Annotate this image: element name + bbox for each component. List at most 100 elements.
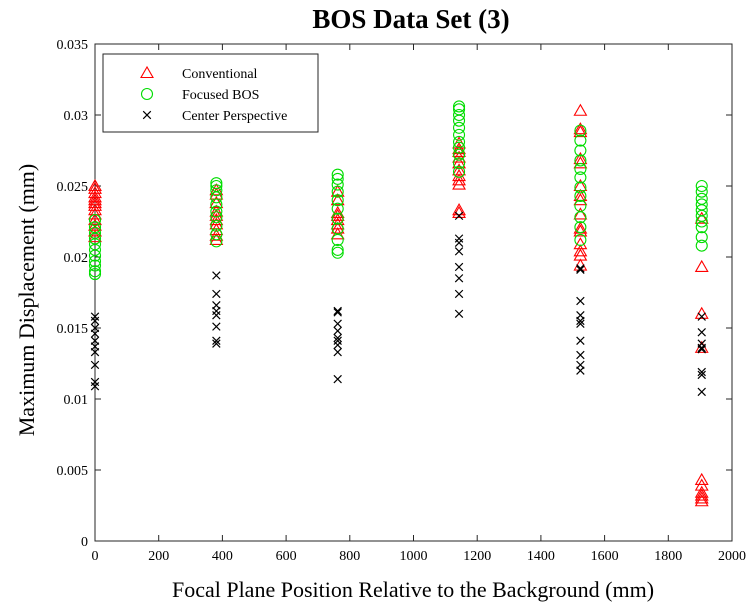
data-point-circle — [331, 172, 344, 185]
data-point-circle — [331, 178, 344, 191]
x-tick-label: 1400 — [527, 549, 555, 564]
data-point-circle — [452, 165, 466, 178]
data-point-triangle — [330, 221, 345, 234]
data-point-triangle — [209, 183, 224, 196]
data-point-circle — [331, 212, 344, 225]
data-point-circle — [574, 162, 587, 176]
data-point-x — [212, 322, 221, 331]
data-point-triangle — [573, 156, 588, 169]
x-tick-label: 600 — [276, 549, 297, 564]
data-point-triangle — [452, 203, 466, 216]
x-axis-label: Focal Plane Position Relative to the Bac… — [172, 577, 654, 602]
x-tick-label: 2000 — [718, 549, 746, 564]
data-point-triangle — [330, 184, 345, 197]
data-point-x — [697, 370, 706, 380]
data-point-x — [697, 367, 706, 377]
data-point-circle — [210, 191, 223, 204]
data-point-x — [454, 289, 464, 299]
data-point-triangle — [88, 190, 102, 203]
data-point-triangle — [573, 207, 588, 220]
data-point-x — [90, 381, 100, 391]
data-point-x — [212, 310, 221, 320]
data-point-triangle — [694, 491, 709, 504]
legend-label: Conventional — [182, 67, 258, 82]
data-point-triangle — [573, 122, 588, 135]
data-point-x — [576, 296, 585, 306]
x-tick-label: 400 — [212, 549, 233, 564]
data-point-circle — [452, 157, 466, 170]
data-point-circle — [210, 228, 223, 241]
data-point-triangle — [694, 211, 709, 224]
data-point-x — [333, 326, 342, 336]
data-point-circle — [695, 185, 708, 198]
data-point-x — [212, 339, 221, 348]
data-point-circle — [695, 231, 708, 244]
data-point-circle — [210, 219, 223, 232]
data-point-triangle — [694, 259, 709, 272]
y-tick-label: 0.035 — [57, 38, 89, 53]
data-point-circle — [452, 128, 466, 141]
x-tick-label: 1200 — [463, 549, 491, 564]
x-tick-label: 800 — [339, 549, 360, 564]
y-tick-label: 0.005 — [57, 464, 89, 479]
data-point-triangle — [330, 193, 345, 206]
y-tick-label: 0.02 — [64, 251, 89, 266]
y-axis-label: Maximum Displacement (mm) — [14, 164, 39, 437]
data-point-circle — [452, 114, 466, 127]
data-point-circle — [331, 243, 344, 256]
data-point-circle — [88, 265, 102, 278]
data-point-triangle — [88, 230, 102, 243]
legend-label: Focused BOS — [182, 88, 259, 103]
data-point-circle — [331, 202, 344, 215]
data-point-x — [333, 347, 342, 357]
y-axis: 0 0.005 0.01 0.015 0.02 0.025 0.03 0.035 — [57, 38, 732, 550]
data-point-x — [333, 306, 342, 316]
series-x — [90, 211, 706, 397]
data-point-x — [697, 343, 706, 353]
data-point-triangle — [694, 485, 709, 498]
data-point-circle — [452, 121, 466, 134]
data-point-x — [90, 347, 100, 357]
data-point-x — [454, 309, 464, 319]
data-point-triangle — [452, 150, 466, 163]
data-point-x — [212, 336, 221, 346]
data-point-x — [333, 374, 342, 384]
data-point-x — [576, 264, 585, 273]
data-point-triangle — [694, 472, 709, 485]
legend-label: Center Perspective — [182, 109, 287, 124]
data-point-x — [454, 247, 464, 256]
data-point-circle — [210, 184, 223, 197]
data-point-circle — [331, 233, 344, 247]
data-point-circle — [210, 211, 223, 224]
data-point-circle — [574, 134, 587, 147]
y-tick-label: 0.01 — [64, 393, 89, 408]
data-point-circle — [574, 171, 587, 184]
data-point-circle — [210, 198, 223, 211]
data-point-circle — [88, 267, 102, 281]
data-point-circle — [695, 221, 708, 234]
data-point-triangle — [573, 193, 588, 206]
data-point-triangle — [573, 244, 588, 257]
data-point-x — [90, 316, 100, 326]
data-points — [88, 100, 709, 507]
data-point-circle — [452, 135, 466, 149]
data-point-x — [333, 308, 342, 317]
chart-title: BOS Data Set (3) — [312, 4, 509, 34]
data-point-circle — [210, 177, 223, 190]
data-point-circle — [574, 124, 587, 137]
data-point-triangle — [573, 224, 588, 237]
series-circle — [88, 100, 708, 281]
data-point-circle — [574, 144, 587, 157]
data-point-x — [576, 336, 585, 346]
data-point-x — [576, 316, 585, 326]
x-tick-label: 0 — [92, 549, 99, 564]
data-point-x — [697, 387, 706, 397]
data-point-circle — [574, 189, 587, 202]
legend-marker-circle — [140, 87, 154, 101]
data-point-circle — [574, 221, 587, 234]
data-point-circle — [88, 249, 102, 262]
x-tick-label: 1800 — [654, 549, 682, 564]
y-tick-label: 0.03 — [64, 109, 89, 124]
y-tick-label: 0.015 — [57, 322, 89, 337]
